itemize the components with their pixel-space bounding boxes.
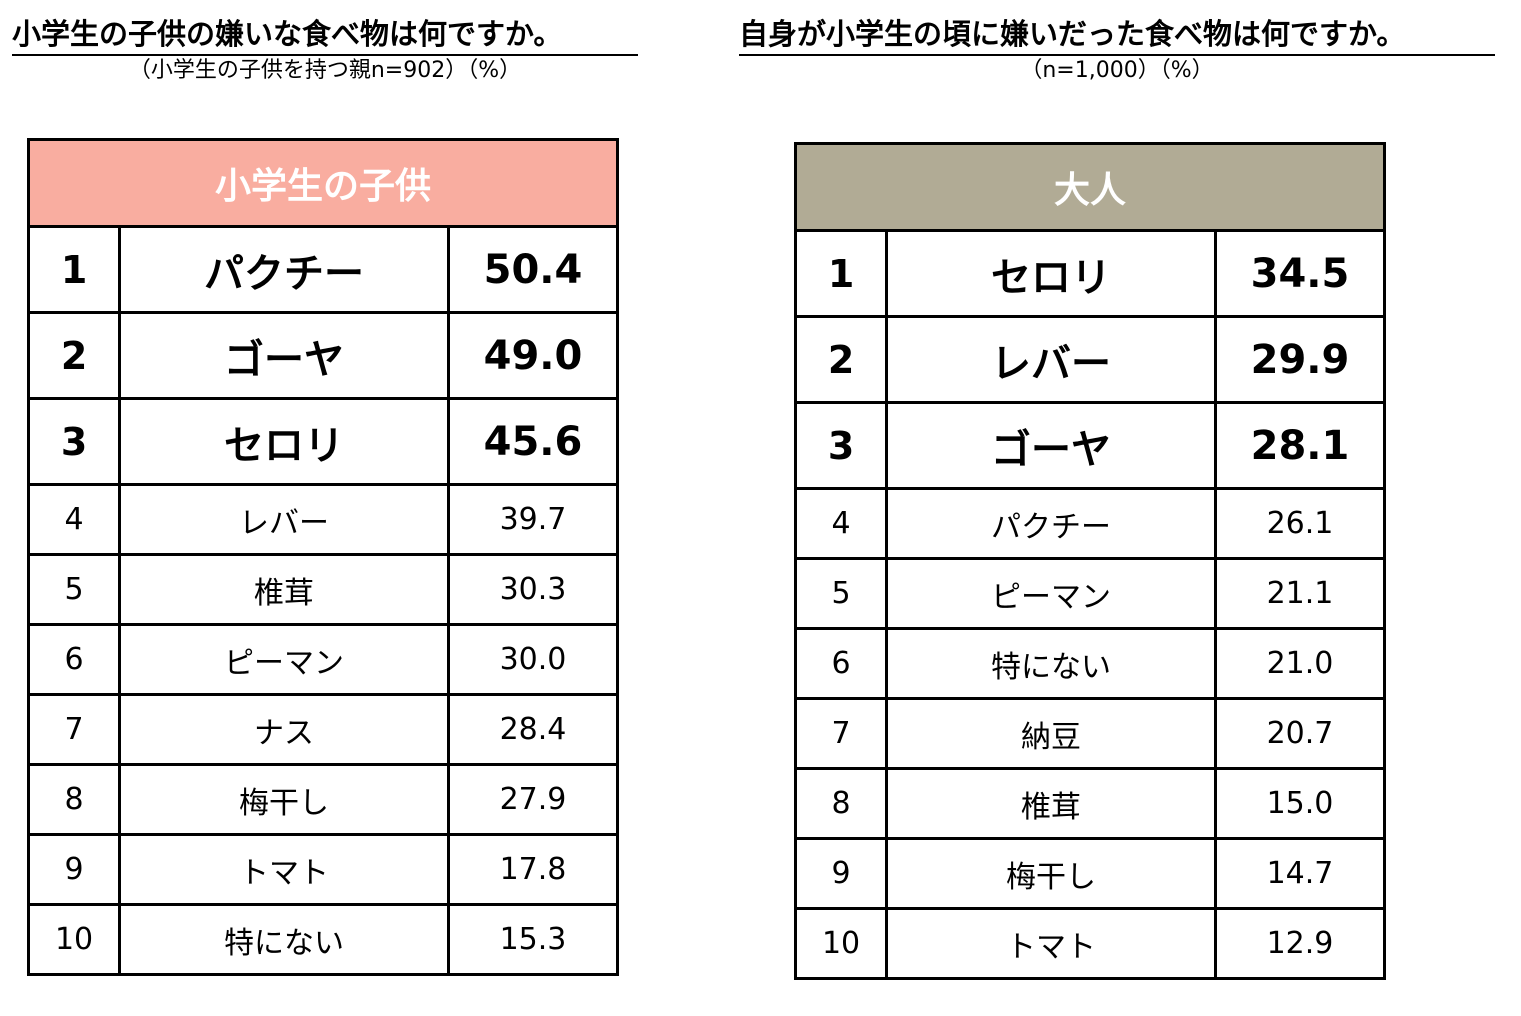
rank-cell: 8 <box>793 767 889 840</box>
table-row: 10 トマト 12.9 <box>793 907 1387 980</box>
rank-cell: 8 <box>26 763 122 836</box>
rank-cell: 3 <box>793 401 889 490</box>
percentage-cell: 15.3 <box>446 903 620 976</box>
table-row: 4 パクチー 26.1 <box>793 487 1387 560</box>
percentage-cell: 30.0 <box>446 623 620 696</box>
children-table-body: 1 パクチー 50.4 2 ゴーヤ 49.0 3 セロリ 45.6 4 レバー 39.7 5 椎茸 30.3… <box>26 225 620 976</box>
table-row: 8 梅干し 27.9 <box>26 763 620 836</box>
children-subheading: （小学生の子供を持つ親n=902）（%） <box>128 58 522 83</box>
table-row: 3 セロリ 45.6 <box>26 397 620 486</box>
percentage-cell: 17.8 <box>446 833 620 906</box>
rank-cell: 1 <box>793 229 889 318</box>
percentage-cell: 26.1 <box>1213 487 1387 560</box>
table-row: 2 レバー 29.9 <box>793 315 1387 404</box>
table-row: 1 セロリ 34.5 <box>793 229 1387 318</box>
food-name-cell: 椎茸 <box>118 553 450 626</box>
adult-ranking-table: 大人 1 セロリ 34.5 2 レバー 29.9 3 ゴーヤ 28.1 4 パクチー 26.1 5 ピーマ… <box>793 142 1387 980</box>
table-row: 7 納豆 20.7 <box>793 697 1387 770</box>
children-table-header-row: 小学生の子供 <box>27 138 619 228</box>
percentage-cell: 21.0 <box>1213 627 1387 700</box>
rank-cell: 6 <box>26 623 122 696</box>
rank-cell: 2 <box>793 315 889 404</box>
food-name-cell: 椎茸 <box>885 767 1217 840</box>
percentage-cell: 20.7 <box>1213 697 1387 770</box>
percentage-cell: 15.0 <box>1213 767 1387 840</box>
table-row: 8 椎茸 15.0 <box>793 767 1387 840</box>
rank-cell: 10 <box>793 907 889 980</box>
rank-cell: 9 <box>793 837 889 910</box>
table-row: 2 ゴーヤ 49.0 <box>26 311 620 400</box>
food-name-cell: パクチー <box>118 225 450 314</box>
food-name-cell: トマト <box>118 833 450 906</box>
food-name-cell: パクチー <box>885 487 1217 560</box>
children-ranking-table: 小学生の子供 1 パクチー 50.4 2 ゴーヤ 49.0 3 セロリ 45.6 4 レバー 39.7… <box>26 138 620 976</box>
percentage-cell: 27.9 <box>446 763 620 836</box>
rank-cell: 5 <box>793 557 889 630</box>
rank-cell: 1 <box>26 225 122 314</box>
percentage-cell: 14.7 <box>1213 837 1387 910</box>
children-table-header: 小学生の子供 <box>27 138 619 228</box>
table-row: 9 梅干し 14.7 <box>793 837 1387 910</box>
adult-table-body: 1 セロリ 34.5 2 レバー 29.9 3 ゴーヤ 28.1 4 パクチー 26.1 5 ピーマン 21… <box>793 229 1387 980</box>
rank-cell: 9 <box>26 833 122 906</box>
food-name-cell: ピーマン <box>885 557 1217 630</box>
adult-heading: 自身が小学生の頃に嫌いだった食べ物は何ですか。 <box>739 14 1495 56</box>
rank-cell: 7 <box>26 693 122 766</box>
percentage-cell: 29.9 <box>1213 315 1387 404</box>
rank-cell: 6 <box>793 627 889 700</box>
adult-subheading: （n=1,000）（%） <box>1020 58 1214 83</box>
food-name-cell: 特にない <box>118 903 450 976</box>
food-name-cell: ゴーヤ <box>118 311 450 400</box>
percentage-cell: 50.4 <box>446 225 620 314</box>
table-row: 1 パクチー 50.4 <box>26 225 620 314</box>
percentage-cell: 34.5 <box>1213 229 1387 318</box>
rank-cell: 4 <box>26 483 122 556</box>
food-name-cell: ピーマン <box>118 623 450 696</box>
percentage-cell: 45.6 <box>446 397 620 486</box>
rank-cell: 5 <box>26 553 122 626</box>
food-name-cell: ナス <box>118 693 450 766</box>
percentage-cell: 30.3 <box>446 553 620 626</box>
table-row: 6 ピーマン 30.0 <box>26 623 620 696</box>
food-name-cell: 納豆 <box>885 697 1217 770</box>
food-name-cell: トマト <box>885 907 1217 980</box>
rank-cell: 2 <box>26 311 122 400</box>
rank-cell: 7 <box>793 697 889 770</box>
percentage-cell: 39.7 <box>446 483 620 556</box>
table-row: 5 ピーマン 21.1 <box>793 557 1387 630</box>
table-row: 3 ゴーヤ 28.1 <box>793 401 1387 490</box>
food-name-cell: ゴーヤ <box>885 401 1217 490</box>
adult-table-header: 大人 <box>794 142 1386 232</box>
food-name-cell: 梅干し <box>118 763 450 836</box>
table-row: 5 椎茸 30.3 <box>26 553 620 626</box>
rank-cell: 4 <box>793 487 889 560</box>
percentage-cell: 12.9 <box>1213 907 1387 980</box>
percentage-cell: 28.4 <box>446 693 620 766</box>
table-row: 10 特にない 15.3 <box>26 903 620 976</box>
percentage-cell: 49.0 <box>446 311 620 400</box>
adult-table-header-row: 大人 <box>794 142 1386 232</box>
food-name-cell: セロリ <box>118 397 450 486</box>
table-row: 4 レバー 39.7 <box>26 483 620 556</box>
food-name-cell: セロリ <box>885 229 1217 318</box>
table-row: 7 ナス 28.4 <box>26 693 620 766</box>
rank-cell: 10 <box>26 903 122 976</box>
rank-cell: 3 <box>26 397 122 486</box>
table-row: 6 特にない 21.0 <box>793 627 1387 700</box>
percentage-cell: 28.1 <box>1213 401 1387 490</box>
food-name-cell: 梅干し <box>885 837 1217 910</box>
children-heading: 小学生の子供の嫌いな食べ物は何ですか。 <box>12 14 638 56</box>
food-name-cell: 特にない <box>885 627 1217 700</box>
table-row: 9 トマト 17.8 <box>26 833 620 906</box>
food-name-cell: レバー <box>885 315 1217 404</box>
percentage-cell: 21.1 <box>1213 557 1387 630</box>
food-name-cell: レバー <box>118 483 450 556</box>
